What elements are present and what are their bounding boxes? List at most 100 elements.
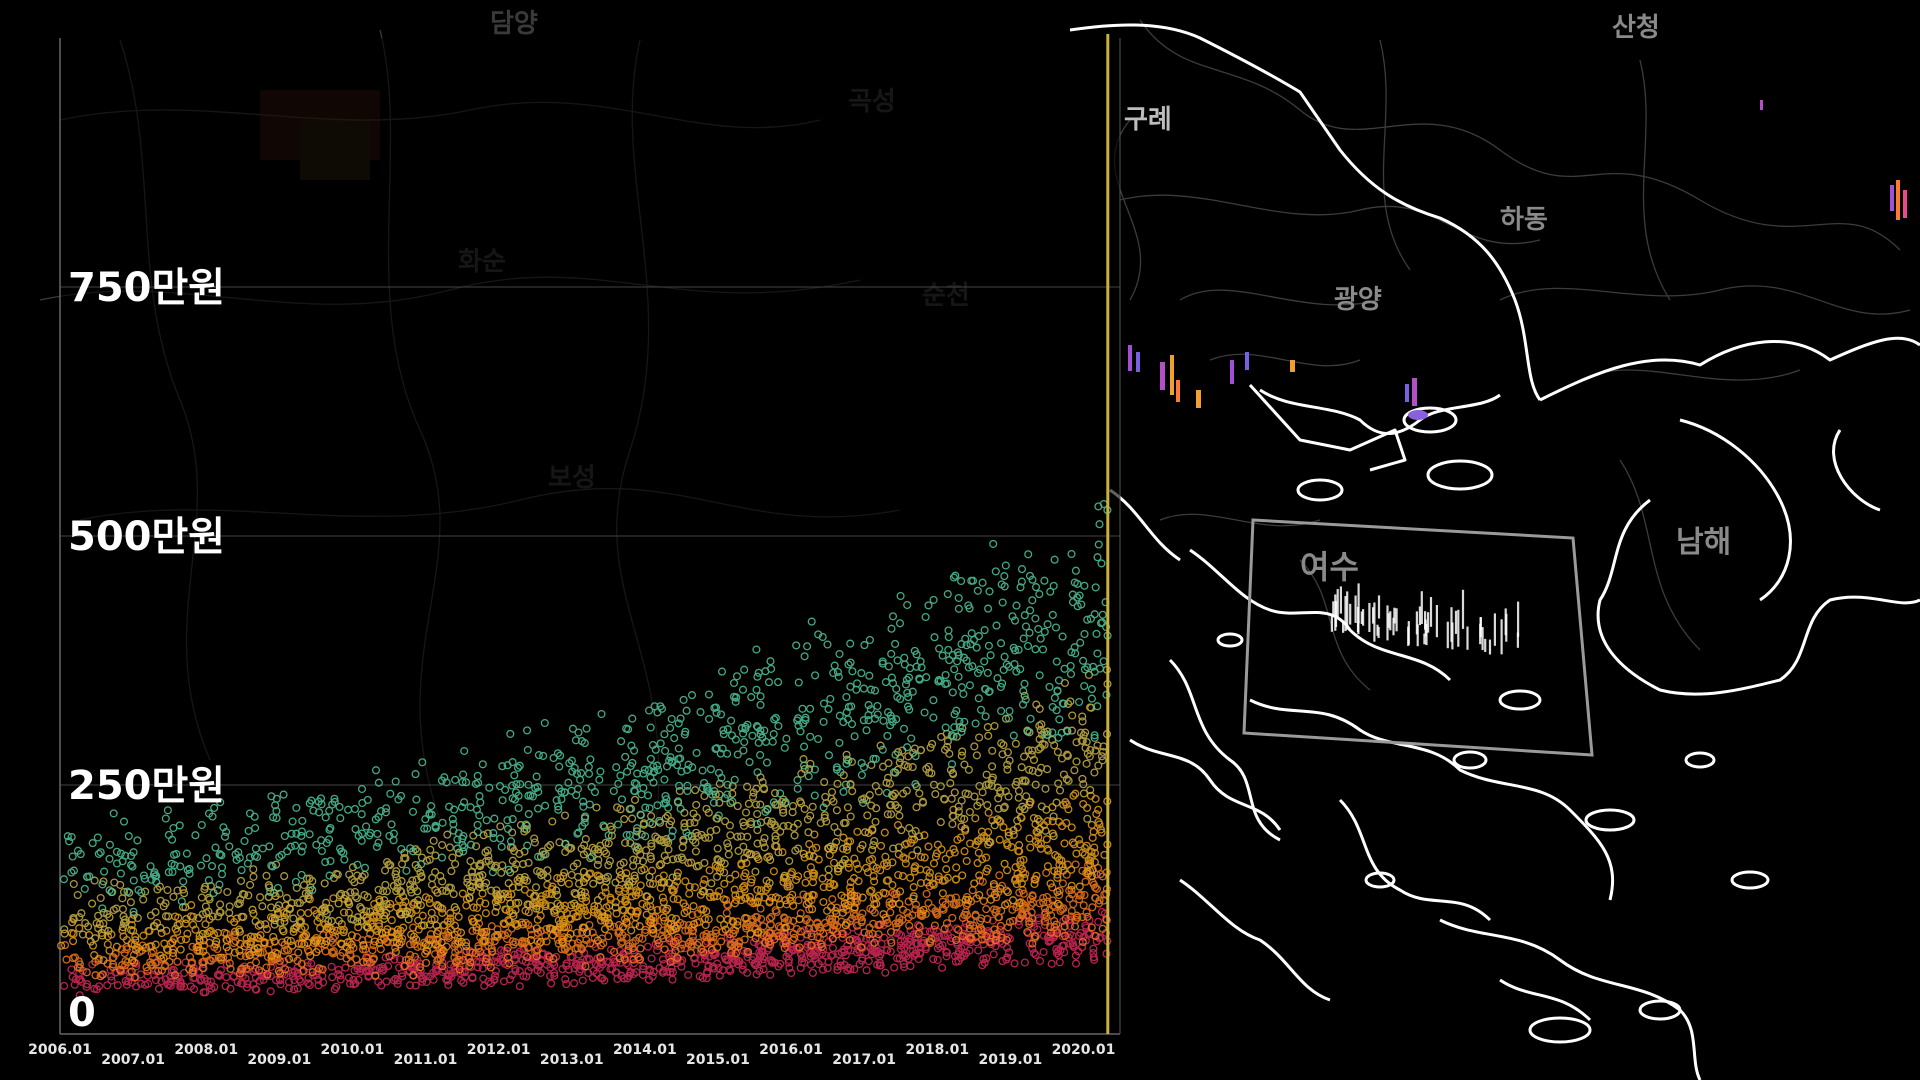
scatter-point: [938, 889, 947, 898]
scatter-point: [938, 651, 947, 660]
scatter-point: [908, 763, 917, 772]
scatter-point: [662, 906, 671, 915]
scatter-point: [888, 858, 897, 867]
scatter-point: [140, 874, 149, 883]
scatter-point: [917, 938, 926, 948]
scatter-point: [1028, 891, 1037, 900]
scatter-point: [270, 920, 279, 929]
scatter-point: [377, 981, 386, 990]
x-tick-label: 2016.01: [759, 1042, 823, 1058]
scatter-point: [455, 965, 464, 974]
scatter-point: [60, 981, 69, 990]
scatter-point: [633, 769, 642, 778]
density-column: [1330, 615, 1333, 632]
y-tick-label: 0: [68, 990, 96, 1036]
scatter-point: [213, 944, 222, 954]
scatter-point: [534, 751, 543, 760]
scatter-point: [759, 784, 768, 793]
scatter-point: [920, 853, 929, 862]
scatter-point: [1086, 859, 1095, 868]
scatter-point: [879, 716, 888, 725]
scatter-point: [968, 576, 978, 585]
scatter-point: [953, 940, 962, 949]
scatter-point: [531, 784, 540, 793]
place-label-gurye: 구례: [1124, 105, 1172, 135]
scatter-point: [236, 895, 245, 904]
scatter-point: [448, 815, 457, 824]
scatter-point: [756, 750, 765, 760]
scatter-point: [130, 958, 139, 967]
density-column: [1457, 609, 1460, 647]
scatter-point: [747, 875, 756, 884]
scatter-point: [830, 661, 839, 670]
scatter-point: [796, 909, 805, 918]
scatter-point: [225, 959, 234, 968]
scatter-point: [564, 933, 573, 942]
scatter-point: [302, 930, 311, 940]
scatter-point: [790, 831, 799, 840]
scatter-point: [933, 955, 942, 965]
scatter-point: [842, 755, 851, 764]
scatter-point: [716, 710, 726, 719]
scatter-point: [725, 821, 734, 830]
scatter-point: [308, 877, 317, 886]
scatter-point: [275, 969, 285, 978]
scatter-point: [887, 810, 896, 819]
scatter-point: [996, 930, 1006, 939]
scatter-point: [974, 632, 983, 641]
scatter-point: [732, 693, 741, 702]
scatter-point: [954, 925, 963, 934]
scatter-point: [475, 861, 484, 870]
scatter-point: [641, 832, 650, 841]
scatter-point: [885, 779, 895, 788]
scatter-point: [660, 916, 669, 926]
scatter-point: [480, 882, 489, 891]
scatter-point: [771, 841, 780, 851]
scatter-point: [359, 945, 368, 954]
scatter-point: [908, 851, 917, 860]
scatter-point: [891, 750, 900, 759]
scatter-point: [803, 943, 812, 952]
scatter-point: [592, 803, 601, 812]
scatter-point: [980, 657, 989, 666]
scatter-point: [949, 573, 958, 582]
scatter-point: [574, 879, 584, 888]
scatter-point: [899, 960, 908, 969]
scatter-point: [901, 854, 910, 863]
scatter-point: [715, 798, 724, 807]
scatter-point: [436, 872, 445, 881]
scatter-point: [1019, 889, 1028, 898]
scatter-point: [92, 985, 101, 994]
scatter-point: [457, 937, 466, 946]
scatter-point: [612, 763, 621, 772]
scatter-point: [880, 828, 889, 837]
scatter-point: [1031, 950, 1040, 959]
scatter-point: [717, 857, 726, 866]
scatter-point: [867, 801, 876, 810]
scatter-point: [1076, 890, 1085, 899]
scatter-point: [794, 678, 803, 687]
scatter-point: [1067, 648, 1076, 657]
scatter-point: [59, 875, 68, 884]
scatter-point: [646, 902, 655, 911]
scatter-point: [60, 929, 69, 938]
scatter-point: [720, 879, 729, 888]
scatter-point: [954, 604, 963, 613]
scatter-point: [418, 911, 427, 920]
scatter-point: [523, 900, 532, 909]
scatter-point: [756, 700, 765, 709]
scatter-point: [398, 972, 407, 981]
scatter-point: [1093, 702, 1102, 711]
scatter-point: [456, 928, 466, 937]
scatter-point: [524, 810, 533, 819]
scatter-point: [490, 971, 500, 980]
scatter-point: [941, 854, 950, 864]
scatter-point: [649, 929, 658, 938]
scatter-point: [1098, 610, 1107, 619]
scatter-point: [878, 745, 887, 754]
scatter-point: [401, 854, 410, 863]
scatter-point: [400, 961, 409, 971]
scatter-point: [814, 922, 823, 932]
scatter-point: [984, 604, 993, 613]
scatter-point: [399, 892, 408, 901]
